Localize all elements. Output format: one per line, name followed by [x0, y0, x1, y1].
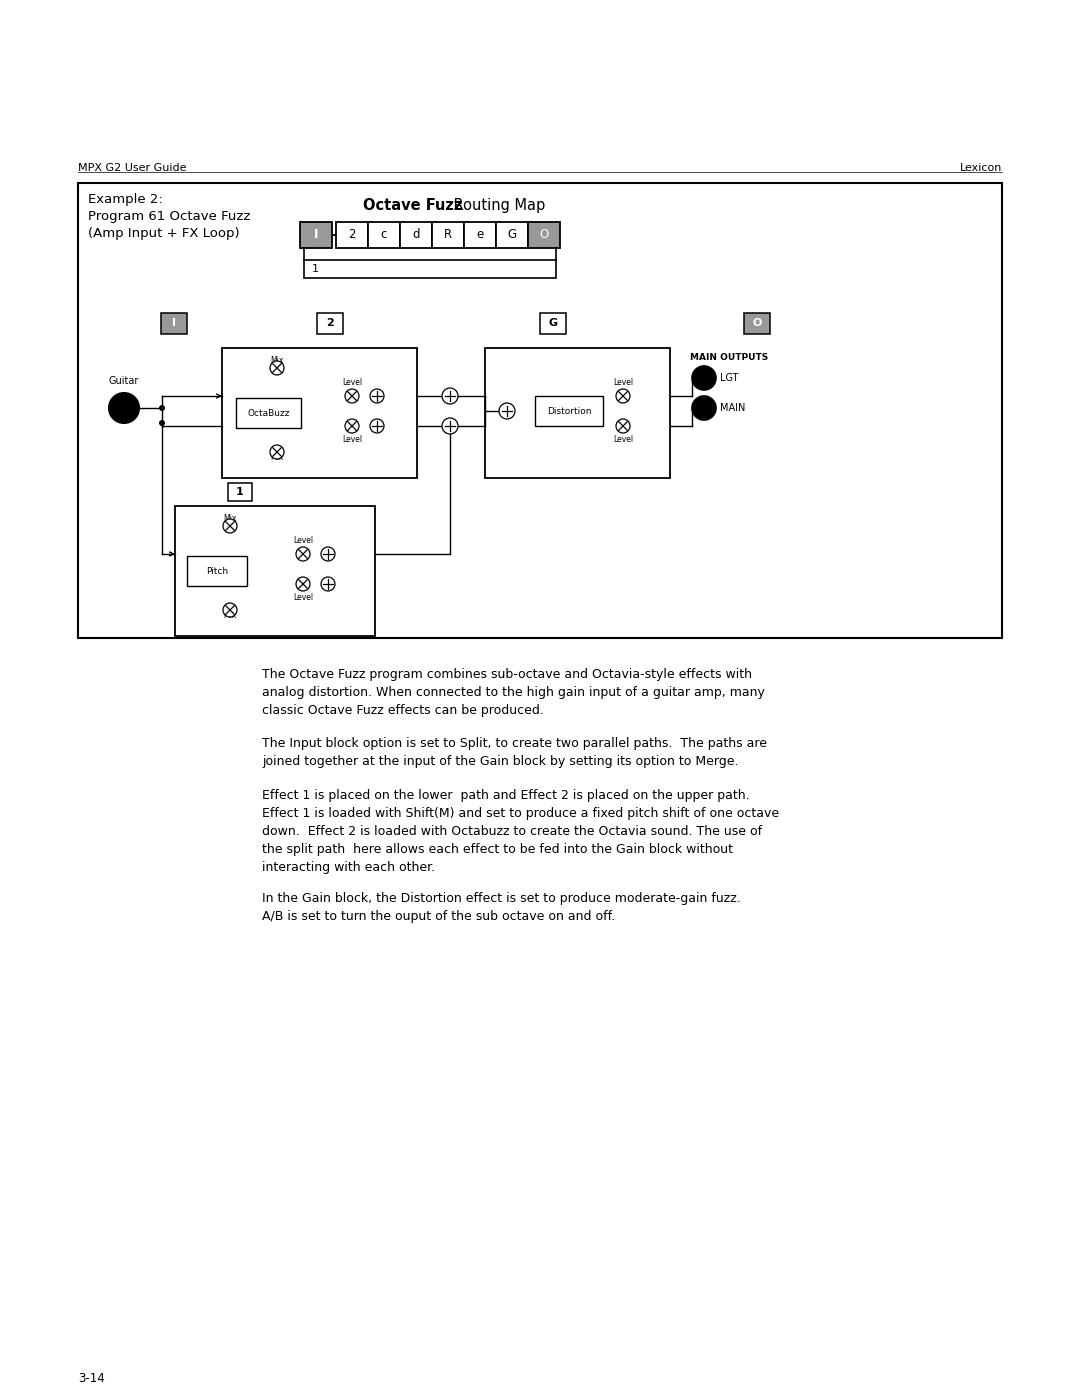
- Text: e: e: [476, 229, 484, 242]
- Text: Guitar: Guitar: [109, 376, 139, 386]
- Text: MPX G2 User Guide: MPX G2 User Guide: [78, 163, 187, 173]
- Circle shape: [442, 418, 458, 434]
- Circle shape: [370, 419, 384, 433]
- Bar: [744, 313, 770, 334]
- Bar: [78, 183, 1002, 638]
- Bar: [300, 222, 332, 249]
- Bar: [535, 395, 603, 426]
- Bar: [161, 313, 187, 334]
- Text: Lexicon: Lexicon: [960, 163, 1002, 173]
- Text: Level: Level: [342, 434, 362, 444]
- Text: d: d: [413, 229, 420, 242]
- Bar: [187, 556, 247, 585]
- Circle shape: [692, 395, 716, 420]
- Circle shape: [270, 360, 284, 374]
- Text: Level: Level: [293, 592, 313, 602]
- Bar: [496, 222, 528, 249]
- Bar: [175, 506, 375, 636]
- Bar: [400, 222, 432, 249]
- Circle shape: [442, 388, 458, 404]
- Bar: [464, 222, 496, 249]
- Text: Mix: Mix: [270, 453, 284, 462]
- Text: 1: 1: [312, 264, 319, 274]
- Bar: [228, 483, 252, 502]
- Text: Effect 1 is placed on the lower  path and Effect 2 is placed on the upper path.
: Effect 1 is placed on the lower path and…: [262, 789, 779, 875]
- Text: G: G: [549, 319, 557, 328]
- Text: c: c: [381, 229, 388, 242]
- Text: Program 61 Octave Fuzz: Program 61 Octave Fuzz: [87, 210, 251, 224]
- Text: The Octave Fuzz program combines sub-octave and Octavia-style effects with
analo: The Octave Fuzz program combines sub-oct…: [262, 668, 765, 717]
- Text: Mix: Mix: [224, 514, 237, 522]
- Bar: [336, 222, 368, 249]
- Text: O: O: [753, 319, 761, 328]
- Text: Mix: Mix: [270, 356, 284, 365]
- Bar: [528, 222, 561, 249]
- Circle shape: [692, 366, 716, 390]
- Bar: [237, 398, 301, 427]
- Circle shape: [222, 604, 237, 617]
- Text: Example 2:: Example 2:: [87, 193, 163, 205]
- Text: Pitch: Pitch: [206, 567, 228, 576]
- Text: MAIN OUTPUTS: MAIN OUTPUTS: [690, 353, 768, 362]
- Circle shape: [321, 577, 335, 591]
- Circle shape: [296, 548, 310, 562]
- Text: 2: 2: [348, 229, 355, 242]
- Text: Level: Level: [293, 536, 313, 545]
- Text: Octave Fuzz: Octave Fuzz: [363, 198, 462, 212]
- Text: The Input block option is set to Split, to create two parallel paths.  The paths: The Input block option is set to Split, …: [262, 738, 767, 768]
- Circle shape: [616, 419, 630, 433]
- Text: Level: Level: [342, 379, 362, 387]
- Circle shape: [345, 419, 359, 433]
- Text: (Amp Input + FX Loop): (Amp Input + FX Loop): [87, 226, 240, 240]
- Text: 3-14: 3-14: [78, 1372, 105, 1384]
- Text: 1: 1: [237, 488, 244, 497]
- Text: Level: Level: [613, 434, 633, 444]
- Circle shape: [345, 388, 359, 402]
- Bar: [222, 348, 417, 478]
- Circle shape: [616, 388, 630, 402]
- Bar: [540, 313, 566, 334]
- Circle shape: [109, 393, 139, 423]
- Text: OctaBuzz: OctaBuzz: [247, 408, 289, 418]
- Text: I: I: [172, 319, 176, 328]
- Text: R: R: [444, 229, 453, 242]
- Text: I: I: [314, 229, 319, 242]
- Text: G: G: [508, 229, 516, 242]
- Circle shape: [321, 548, 335, 562]
- Bar: [368, 222, 400, 249]
- Circle shape: [296, 577, 310, 591]
- Circle shape: [499, 402, 515, 419]
- Text: Routing Map: Routing Map: [449, 198, 545, 212]
- Text: MAIN: MAIN: [720, 402, 745, 414]
- Circle shape: [159, 420, 165, 426]
- Bar: [485, 348, 670, 478]
- Circle shape: [270, 446, 284, 460]
- Bar: [432, 222, 464, 249]
- Bar: [318, 313, 343, 334]
- Text: In the Gain block, the Distortion effect is set to produce moderate-gain fuzz.
A: In the Gain block, the Distortion effect…: [262, 893, 741, 923]
- Text: 2: 2: [326, 319, 334, 328]
- Text: Level: Level: [613, 379, 633, 387]
- Circle shape: [159, 405, 165, 411]
- Bar: [303, 260, 556, 278]
- Text: LGT: LGT: [720, 373, 739, 383]
- Text: Distortion: Distortion: [546, 407, 591, 415]
- Text: O: O: [539, 229, 549, 242]
- Circle shape: [370, 388, 384, 402]
- Circle shape: [222, 520, 237, 534]
- Text: Mix: Mix: [224, 610, 237, 620]
